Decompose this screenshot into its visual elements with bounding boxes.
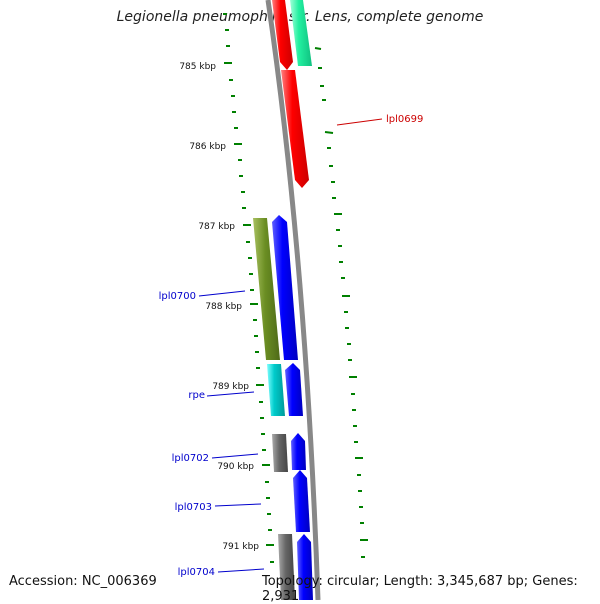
gene-label-text: lpl0704: [178, 567, 215, 578]
gene-label-lpl0700[interactable]: lpl0700: [159, 290, 246, 302]
gene-label-text: lpl0703: [175, 502, 212, 513]
gene-label-lpl0703[interactable]: lpl0703: [175, 502, 262, 513]
feature-lpl0703-cds[interactable]: [293, 470, 310, 532]
feature-rpe-cds[interactable]: [285, 363, 303, 416]
feature-lpl0700-gene[interactable]: [253, 218, 280, 360]
gene-label-text: rpe: [188, 390, 205, 401]
tick-label: 791 kbp: [222, 542, 259, 552]
feature-lpl0700-cds[interactable]: [272, 215, 298, 360]
tick-label: 788 kbp: [205, 302, 242, 312]
tick-labels: 785 kbp 786 kbp 787 kbp 788 kbp 789 kbp …: [179, 62, 259, 552]
gene-label-rpe[interactable]: rpe: [188, 390, 255, 401]
gene-label-text: lpl0699: [386, 114, 423, 125]
accession-text: Accession: NC_006369: [9, 574, 157, 589]
genome-backbone: [265, 0, 321, 600]
inner-tick-marks: [223, 13, 274, 563]
outer-tick-marks: [314, 47, 368, 558]
tick-label: 786 kbp: [189, 142, 226, 152]
feature-lpl0704-cds[interactable]: [297, 534, 313, 600]
feature-rpe-gene[interactable]: [267, 364, 285, 416]
feature-lpl0702-gene[interactable]: [272, 434, 288, 472]
feature-rna[interactable]: [290, 0, 312, 66]
feature-lpl0702-cds[interactable]: [291, 433, 306, 470]
gene-label-text: lpl0702: [172, 453, 209, 464]
gene-label-lpl0702[interactable]: lpl0702: [172, 453, 259, 464]
gene-label-lpl0699[interactable]: lpl0699: [336, 114, 423, 126]
tick-label: 789 kbp: [212, 382, 249, 392]
tick-label: 785 kbp: [179, 62, 216, 72]
tick-label: 790 kbp: [217, 462, 254, 472]
feature-lpl0699[interactable]: [281, 70, 309, 188]
gene-label-lpl0704[interactable]: lpl0704: [178, 567, 265, 578]
tick-label: 787 kbp: [198, 222, 235, 232]
feature-lpl0704-gene[interactable]: [278, 534, 295, 600]
gene-label-text: lpl0700: [159, 291, 196, 302]
feature-lpl0698[interactable]: [272, 0, 293, 70]
